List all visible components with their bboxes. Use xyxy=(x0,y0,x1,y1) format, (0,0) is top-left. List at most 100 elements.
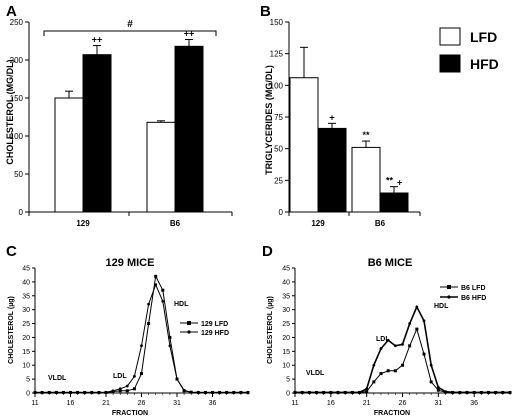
legend-b6-hfd-label: B6 HFD xyxy=(461,295,486,302)
data-point xyxy=(429,363,433,367)
data-point xyxy=(436,388,440,392)
panel-b-ylabel: TRIGLYCERIDES (MG/DL) xyxy=(264,65,274,175)
y-tick-label: 15 xyxy=(282,349,290,356)
data-point xyxy=(293,391,297,394)
y-tick-label: 200 xyxy=(10,56,24,65)
x-tick-label: 129 xyxy=(76,219,90,228)
data-point xyxy=(408,344,412,348)
x-tick-label: 11 xyxy=(291,400,298,407)
y-tick-label: 45 xyxy=(282,266,290,273)
legend-lfd-swatch xyxy=(439,27,461,46)
x-tick-label: 16 xyxy=(67,400,75,407)
x-tick-label: 31 xyxy=(173,400,181,407)
panel-letter-a: A xyxy=(6,3,17,20)
data-point xyxy=(415,327,419,331)
bar-lfd-129 xyxy=(289,77,319,213)
panel-c-lines xyxy=(33,274,250,394)
data-point xyxy=(211,391,214,394)
data-point xyxy=(379,347,383,350)
legend-129-lfd-marker xyxy=(187,321,191,325)
data-point xyxy=(386,338,390,342)
panel-c-xlabel: FRACTION xyxy=(112,410,148,417)
data-point xyxy=(90,391,94,394)
data-point xyxy=(140,372,143,376)
data-point xyxy=(508,391,512,394)
series-line-b6-hfd xyxy=(295,305,510,394)
data-point xyxy=(379,372,383,376)
x-tick-label: 21 xyxy=(363,400,371,407)
data-point xyxy=(408,322,412,325)
bar-lfd-129 xyxy=(54,97,84,213)
panel-a-ylabel: CHOLESTEROL (MG/DL) xyxy=(5,59,15,164)
y-tick-label: 10 xyxy=(22,363,30,370)
data-point xyxy=(372,380,376,384)
panel-d-ldl-label: LDL xyxy=(376,336,390,343)
data-point xyxy=(161,288,165,292)
panel-d-vldl-label: VLDL xyxy=(306,370,325,377)
y-tick-label: 35 xyxy=(22,293,30,300)
y-tick-label: 25 xyxy=(274,176,283,185)
legend-hfd-swatch xyxy=(439,54,461,73)
bracket-line xyxy=(43,30,217,36)
y-tick-label: 0 xyxy=(26,391,30,398)
panel-d-lines xyxy=(293,305,512,394)
data-point xyxy=(54,391,58,394)
data-point xyxy=(451,391,455,394)
data-point xyxy=(125,384,129,388)
y-tick-label: 5 xyxy=(26,377,30,384)
panel-d-ylabel: CHOLESTEROL (µg) xyxy=(267,296,274,364)
y-tick-label: 50 xyxy=(274,145,283,154)
series-line-129-hfd xyxy=(35,283,248,393)
data-point xyxy=(189,390,193,394)
data-point xyxy=(422,319,426,323)
y-tick-label: 35 xyxy=(282,293,290,300)
y-tick-label: 40 xyxy=(282,279,290,286)
legend-b6-lfd-label: B6 LFD xyxy=(461,285,486,292)
data-point xyxy=(104,391,108,394)
data-point xyxy=(365,390,369,394)
data-point xyxy=(415,305,419,309)
significance-mark: + xyxy=(329,112,334,122)
x-tick-label: 21 xyxy=(102,400,110,407)
data-point xyxy=(40,391,44,394)
data-point xyxy=(47,391,51,394)
significance-bracket: # xyxy=(43,19,217,36)
data-point xyxy=(140,344,143,348)
data-point xyxy=(154,283,158,287)
data-point xyxy=(154,274,158,278)
y-tick-label: 40 xyxy=(22,279,30,286)
data-point xyxy=(494,391,498,394)
data-point xyxy=(239,391,243,394)
y-tick-label: 30 xyxy=(22,307,30,314)
data-point xyxy=(147,302,151,306)
legend-hfd-label: HFD xyxy=(470,56,499,72)
y-tick-label: 50 xyxy=(14,170,23,179)
bar-lfd-b6 xyxy=(351,146,381,213)
panel-c-vldl-label: VLDL xyxy=(48,375,67,382)
panel-d-title: B6 MICE xyxy=(368,257,413,269)
data-point xyxy=(132,387,136,391)
data-point xyxy=(232,391,236,394)
series-line-b6-lfd xyxy=(295,327,510,393)
data-point xyxy=(147,322,151,326)
panel-a-bars: ++ ++ xyxy=(54,28,204,213)
significance-mark: + xyxy=(397,178,402,188)
data-point xyxy=(97,391,101,394)
legend-129-hfd-marker xyxy=(187,330,191,334)
data-point xyxy=(422,352,426,356)
significance-mark: ** xyxy=(362,130,370,140)
y-tick-label: 5 xyxy=(286,377,290,384)
panel-d-hdl-label: HDL xyxy=(434,303,449,310)
data-point xyxy=(393,344,397,348)
data-point xyxy=(401,342,404,346)
data-point xyxy=(472,391,476,394)
y-tick-label: 25 xyxy=(282,321,290,328)
panel-c-ldl-label: LDL xyxy=(113,373,127,380)
legend-129-lfd-label: 129 LFD xyxy=(201,321,228,328)
x-tick-label: 26 xyxy=(399,400,407,407)
data-point xyxy=(372,363,376,367)
bracket-label: # xyxy=(127,19,133,30)
data-point xyxy=(133,374,136,378)
data-point xyxy=(69,391,72,394)
